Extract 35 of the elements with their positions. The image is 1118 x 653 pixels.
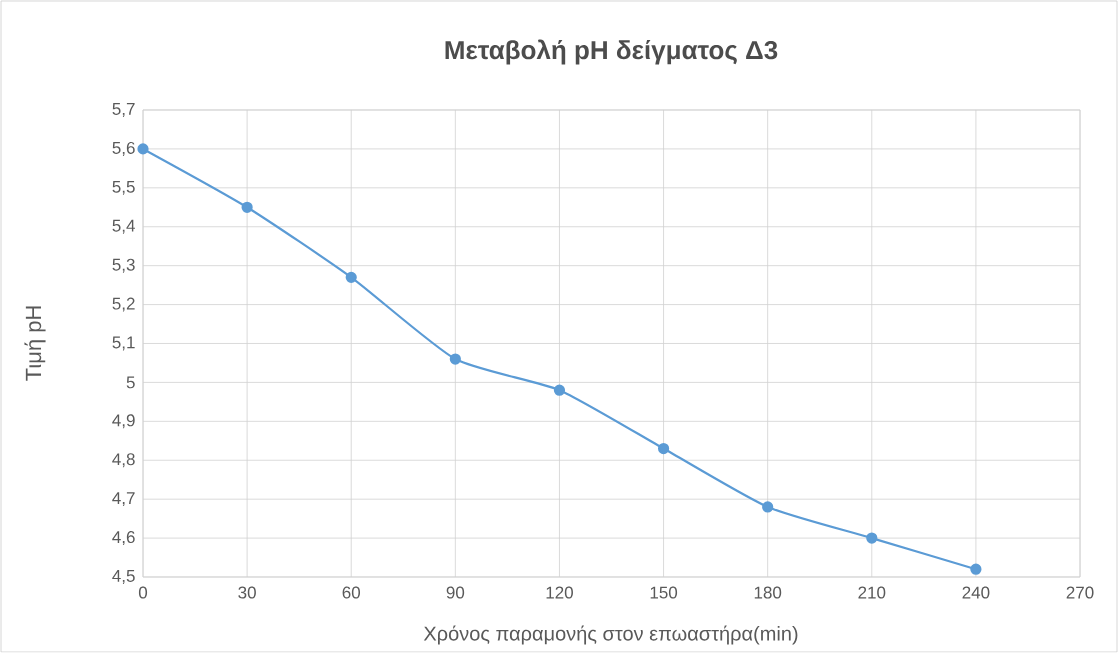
x-axis-title: Χρόνος παραμονής στον επωαστήρα(min) [423,625,798,645]
x-tick-label: 0 [138,586,148,599]
x-tick-label: 270 [1066,586,1094,599]
x-tick-label: 180 [754,586,782,599]
y-tick-label: 5,5 [112,180,135,195]
point [553,384,566,396]
x-tick-label: 90 [446,586,465,599]
x-tick-label: 210 [858,586,886,599]
y-tick-label: 5,6 [112,141,135,156]
y-tick-label: 4,5 [112,570,135,584]
y-tick-label: 4,6 [112,531,135,546]
point [345,271,357,283]
y-axis-title: Τιμή pH [24,306,46,381]
point [762,501,774,513]
chart-title: Μεταβολή pH δείγματος Δ3 [445,39,778,65]
y-tick-label: 5,2 [112,297,135,312]
x-tick-label: 150 [650,586,678,599]
point [866,532,878,544]
y-tick-label: 4,8 [112,453,135,468]
x-tick-label: 60 [342,586,361,599]
point [137,143,149,155]
y-tick-label: 5 [126,376,135,389]
y-tick-label: 5,3 [112,258,135,273]
x-tick-label: 240 [962,586,990,599]
y-tick-label: 5,7 [112,103,135,117]
y-tick-label: 4,7 [112,492,135,507]
y-tick-label: 5,4 [112,219,135,234]
point [657,442,670,455]
y-tick-label: 5,1 [112,336,135,351]
y-tick-label: 4,9 [112,414,135,429]
point [449,353,461,365]
point [970,563,982,575]
point [241,201,253,213]
x-tick-label: 30 [238,586,256,599]
x-tick-label: 120 [546,586,573,599]
